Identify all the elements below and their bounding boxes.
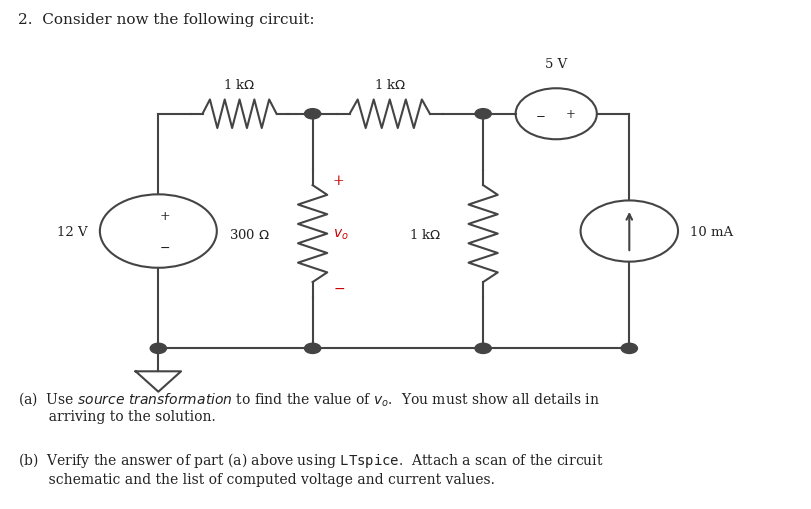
Text: 1 k$\Omega$: 1 k$\Omega$ — [373, 78, 406, 92]
Text: 300 $\Omega$: 300 $\Omega$ — [229, 227, 270, 241]
Text: $-$: $-$ — [333, 280, 345, 295]
Circle shape — [304, 344, 320, 354]
Text: 1 k$\Omega$: 1 k$\Omega$ — [223, 78, 255, 92]
Text: $-$: $-$ — [159, 240, 170, 253]
Text: 10 mA: 10 mA — [689, 225, 732, 238]
Text: $-$: $-$ — [534, 108, 545, 121]
Text: (b)  Verify the answer of part (a) above using $\mathtt{LTspice}$.  Attach a sca: (b) Verify the answer of part (a) above … — [18, 450, 603, 486]
Circle shape — [474, 109, 491, 120]
Text: +: + — [333, 174, 344, 188]
Circle shape — [150, 344, 166, 354]
Circle shape — [474, 344, 491, 354]
Text: (a)  Use $\mathit{source\ transformation}$ to find the value of $v_o$.  You must: (a) Use $\mathit{source\ transformation}… — [18, 389, 599, 423]
Text: $v_o$: $v_o$ — [333, 227, 348, 241]
Text: +: + — [565, 108, 575, 121]
Text: +: + — [159, 210, 170, 223]
Text: 2.  Consider now the following circuit:: 2. Consider now the following circuit: — [18, 13, 314, 26]
Circle shape — [620, 344, 637, 354]
Text: 1 k$\Omega$: 1 k$\Omega$ — [408, 227, 440, 241]
Text: 12 V: 12 V — [57, 225, 88, 238]
Circle shape — [304, 109, 320, 120]
Text: 5 V: 5 V — [544, 59, 567, 71]
